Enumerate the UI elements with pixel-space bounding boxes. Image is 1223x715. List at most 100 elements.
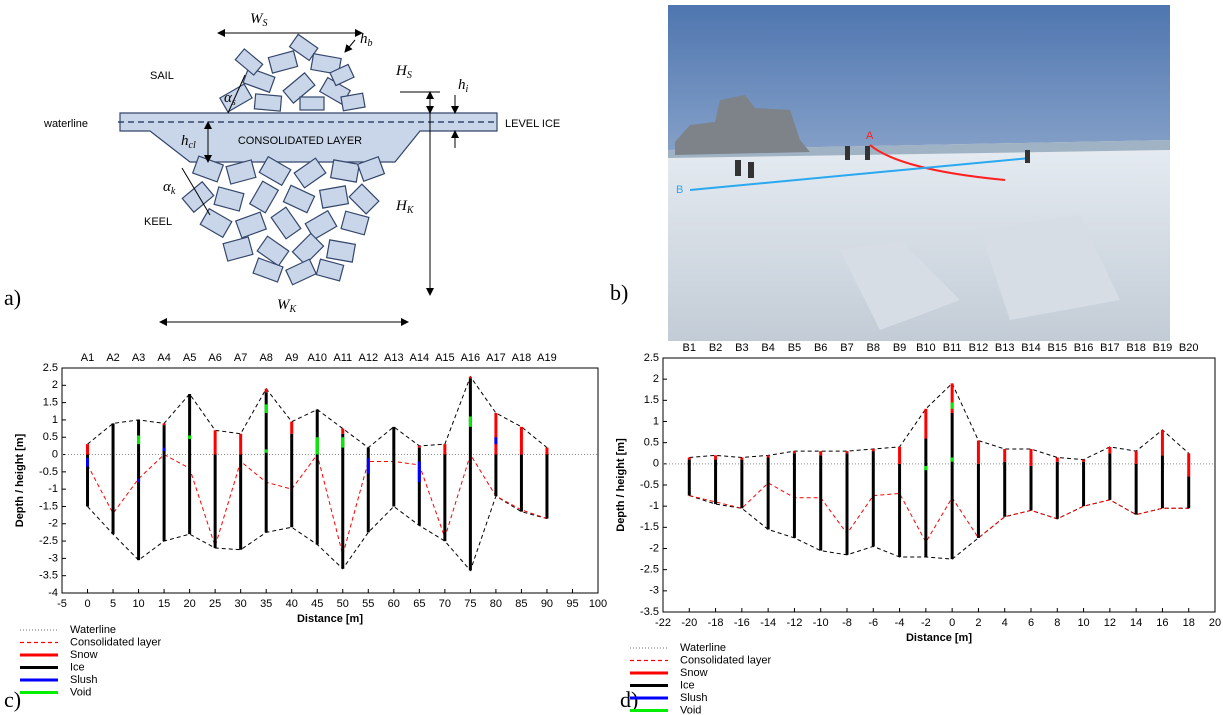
x-tick-label: 10 [132, 598, 144, 610]
legend-label: Slush [680, 692, 708, 704]
x-tick-label: 40 [286, 598, 298, 610]
x-tick-label: -8 [842, 617, 852, 629]
ws-symbol: WS [250, 11, 268, 29]
hole-label: A14 [410, 352, 430, 364]
x-tick-label: 70 [439, 598, 451, 610]
hole-label: A18 [512, 352, 532, 364]
y-tick-label: 0.5 [43, 431, 58, 443]
y-tick-label: 0.5 [644, 437, 659, 449]
x-tick-label: 50 [337, 598, 349, 610]
level-ice-label: LEVEL ICE [505, 118, 560, 130]
block [226, 160, 256, 184]
hole-label: B14 [1021, 342, 1041, 354]
block [341, 93, 365, 111]
hole-label: A19 [537, 352, 557, 364]
x-tick-label: 4 [1002, 617, 1008, 629]
x-tick-label: 95 [566, 598, 578, 610]
x-tick-label: -16 [734, 617, 750, 629]
hole-label: A11 [333, 352, 352, 364]
marker-a: A [866, 130, 874, 142]
page: { "panels": {"a": "a)", "b": "b)", "c": … [0, 0, 1223, 715]
y-tick-label: 2.5 [43, 362, 58, 374]
x-tick-label: 12 [1104, 617, 1116, 629]
x-tick-label: 25 [209, 598, 221, 610]
hole-label: A3 [132, 352, 145, 364]
block [331, 160, 360, 182]
x-tick-label: -5 [57, 598, 67, 610]
block [250, 181, 279, 213]
x-tick-label: 0 [84, 598, 90, 610]
block [286, 259, 316, 284]
legend-label: Consolidated layer [680, 654, 771, 666]
y-tick-label: -1 [48, 483, 58, 495]
consolidated-layer-label: CONSOLIDATED LAYER [238, 135, 362, 147]
marker-b: B [676, 184, 683, 196]
hole-label: B6 [814, 342, 827, 354]
legend-label: Void [680, 704, 701, 715]
y-tick-label: -4 [48, 587, 58, 599]
x-tick-label: 14 [1130, 617, 1142, 629]
y-tick-label: 0 [52, 448, 58, 460]
hole-label: B11 [943, 342, 962, 354]
panel-label: d) [620, 687, 638, 712]
x-tick-label: -20 [681, 617, 697, 629]
photo: A B b) [610, 5, 1170, 341]
block [283, 185, 314, 212]
wk-symbol: WK [277, 297, 298, 315]
panel-label: c) [4, 687, 21, 712]
x-tick-label: 60 [388, 598, 400, 610]
legend-label: Void [70, 686, 91, 698]
sail-label: SAIL [150, 70, 174, 82]
x-tick-label: 100 [589, 598, 607, 610]
y-tick-label: 2 [653, 373, 659, 385]
panel-label: b) [610, 280, 628, 305]
block [182, 182, 213, 213]
y-tick-label: 2 [52, 379, 58, 391]
person [735, 160, 741, 176]
y-tick-label: -3.5 [39, 570, 58, 582]
block [223, 237, 253, 261]
y-tick-label: 1.5 [644, 394, 659, 406]
y-tick-label: -0.5 [640, 479, 659, 491]
y-tick-label: 1 [653, 415, 659, 427]
block [316, 259, 343, 281]
legend-label: Slush [70, 674, 98, 686]
hole-label: A7 [234, 352, 247, 364]
x-tick-label: 18 [1183, 617, 1195, 629]
hole-label: A4 [157, 352, 170, 364]
x-tick-label: 75 [464, 598, 476, 610]
block [254, 94, 281, 111]
hole-label: B4 [761, 342, 774, 354]
x-tick-label: 55 [362, 598, 374, 610]
hole-label: A5 [183, 352, 196, 364]
y-tick-label: 1 [52, 414, 58, 426]
person [865, 146, 870, 160]
x-axis-label: Distance [m] [906, 632, 972, 644]
y-tick-label: -2 [649, 542, 659, 554]
block [268, 51, 297, 73]
keel-label: KEEL [144, 216, 172, 228]
y-axis-label: Depth / height [m] [14, 433, 26, 527]
legend-label: Waterline [680, 642, 726, 654]
hb-arrow [345, 40, 355, 52]
block [200, 209, 232, 238]
y-tick-label: -2.5 [640, 564, 659, 576]
x-tick-label: 30 [235, 598, 247, 610]
hole-label: B16 [1074, 342, 1094, 354]
hole-label: B15 [1047, 342, 1067, 354]
hole-label: B18 [1126, 342, 1146, 354]
hole-label: B17 [1100, 342, 1120, 354]
block [243, 68, 275, 93]
x-tick-label: -6 [868, 617, 878, 629]
hole-label: B10 [916, 342, 936, 354]
x-tick-label: 45 [311, 598, 323, 610]
y-tick-label: 2.5 [644, 352, 659, 364]
hole-label: B9 [893, 342, 906, 354]
hole-label: B20 [1179, 342, 1199, 354]
block [294, 158, 326, 188]
plot-frame [62, 368, 598, 593]
hs-symbol: HS [395, 63, 412, 81]
legend-label: Ice [680, 679, 695, 691]
hole-label: A10 [307, 352, 327, 364]
y-tick-label: -0.5 [39, 466, 58, 478]
